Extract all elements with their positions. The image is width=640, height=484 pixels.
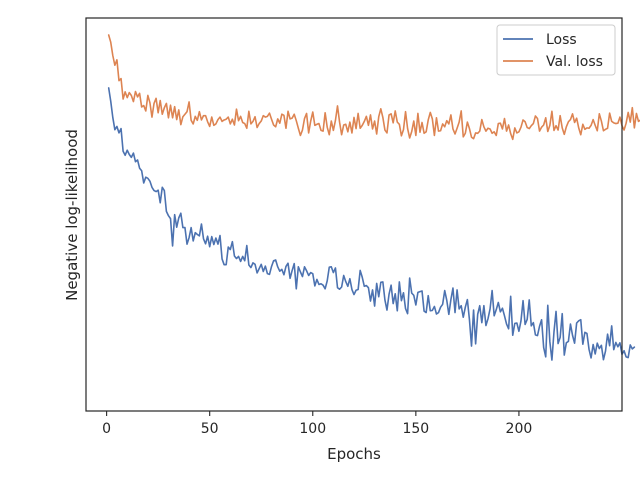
- legend: Loss Val. loss: [496, 24, 616, 76]
- plot-frame: [85, 17, 623, 412]
- plot-area: [86, 18, 622, 411]
- legend-box: [496, 24, 616, 76]
- x-tick-label: 150: [402, 421, 429, 437]
- series-line-loss: [107, 87, 636, 361]
- y-axis-label: Negative log-likelihood: [63, 129, 81, 301]
- series-line-val-loss: [107, 34, 640, 141]
- x-tick-label: 200: [506, 421, 533, 437]
- legend-label: Val. loss: [546, 54, 603, 70]
- x-tick-label: 0: [102, 421, 111, 437]
- x-axis: 0 50 100 150 200: [102, 411, 532, 437]
- legend-label: Loss: [546, 32, 577, 48]
- x-axis-label: Epochs: [327, 445, 381, 463]
- x-tick-label: 50: [201, 421, 219, 437]
- series-layer: [107, 34, 640, 361]
- x-tick-label: 100: [299, 421, 326, 437]
